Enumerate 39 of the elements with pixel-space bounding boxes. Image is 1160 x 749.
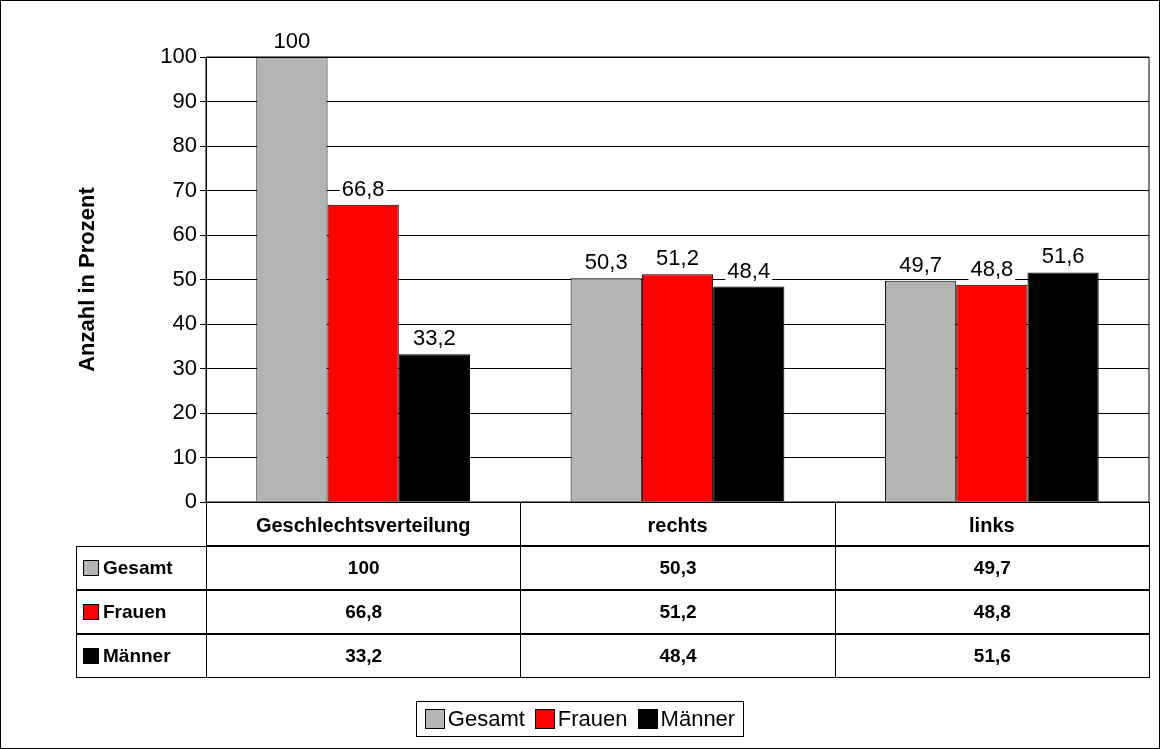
y-tick-label: 50 xyxy=(172,265,197,291)
text: 49,7 xyxy=(899,251,942,277)
data-label: 48,4 xyxy=(659,645,697,667)
x-tick-label: links xyxy=(969,513,1015,536)
text: 100 xyxy=(273,28,311,54)
text: Frauen xyxy=(557,706,628,731)
legend-label: Männer xyxy=(660,706,736,732)
y-axis-title: Anzahl in Prozent xyxy=(74,186,100,372)
y-tick-label: 40 xyxy=(172,310,197,336)
text: 50,3 xyxy=(584,249,628,275)
legend-label: Frauen xyxy=(103,601,167,623)
text: Männer xyxy=(103,645,171,666)
data-label: 51,6 xyxy=(973,645,1011,667)
y-tick-label: 20 xyxy=(172,399,197,425)
text: 51,6 xyxy=(1041,243,1085,269)
x-tick-label: rechts xyxy=(647,513,708,536)
y-tick-label: 10 xyxy=(172,443,197,469)
y-tick-label: 100 xyxy=(160,43,197,69)
data-label: 50,3 xyxy=(659,557,697,579)
text: 48,4 xyxy=(727,257,771,283)
data-label: 51,2 xyxy=(659,601,697,623)
text: 66,8 xyxy=(341,175,385,201)
text: 51,2 xyxy=(656,245,699,271)
y-tick-label: 0 xyxy=(184,488,197,514)
data-label: 49,7 xyxy=(973,557,1011,579)
y-tick-label: 60 xyxy=(172,221,197,247)
data-label: 100 xyxy=(347,557,380,579)
data-label: 66,8 xyxy=(345,601,383,623)
y-tick-label: 90 xyxy=(172,87,197,113)
text: 48,8 xyxy=(970,255,1014,281)
data-label: 33,2 xyxy=(345,645,383,667)
text: Gesamt xyxy=(447,706,525,731)
legend-label: Gesamt xyxy=(103,557,173,579)
y-tick-label: 70 xyxy=(172,176,197,202)
text: 33,2 xyxy=(413,325,456,351)
x-tick-label: Geschlechtsverteilung xyxy=(255,513,471,536)
y-tick-label: 80 xyxy=(172,132,197,158)
y-tick-label: 30 xyxy=(172,354,197,380)
data-label: 48,8 xyxy=(973,601,1011,623)
